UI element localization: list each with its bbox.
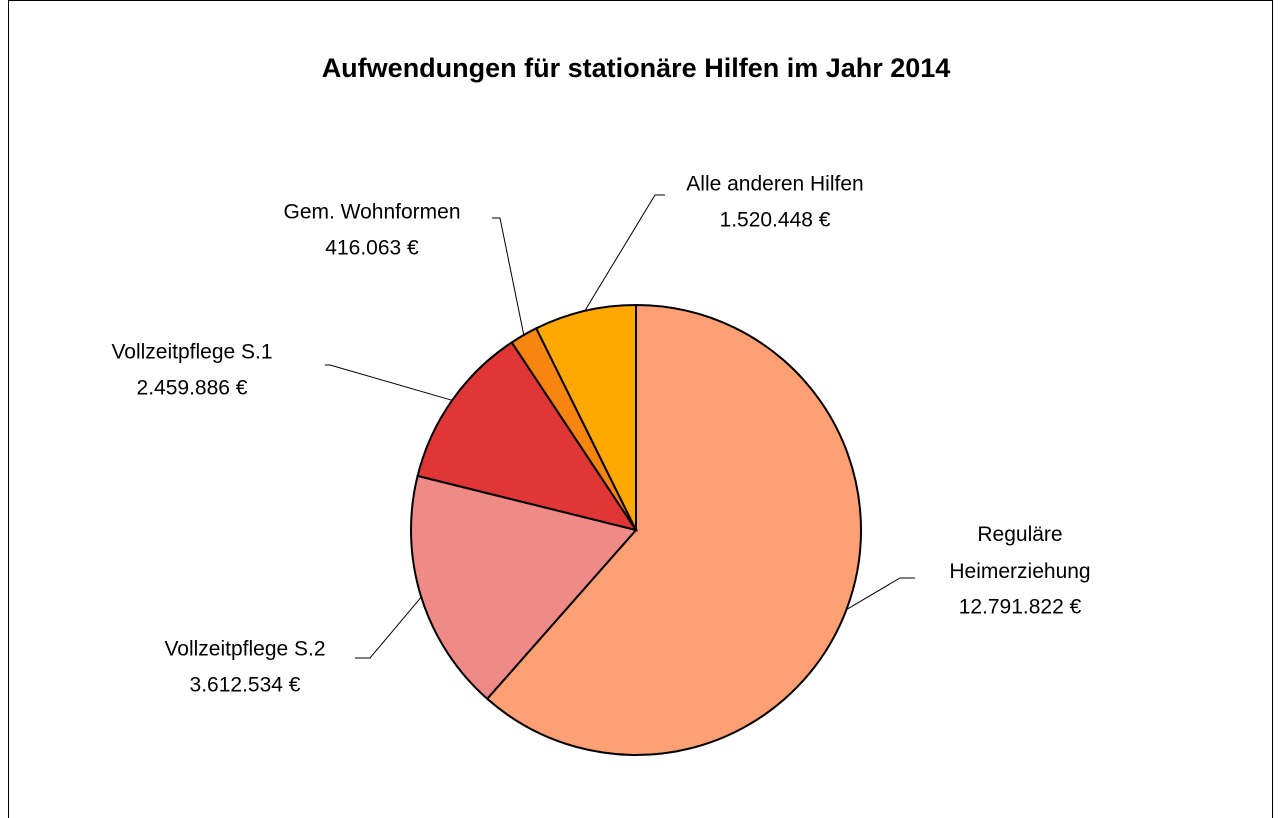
leader-line [846, 577, 915, 610]
chart-title: Aufwendungen für stationäre Hilfen im Ja… [322, 53, 951, 83]
value-label: 12.791.822 € [959, 596, 1082, 619]
slice-label: Vollzeitpflege S.2 [164, 638, 325, 661]
slice-label: Gem. Wohnformen [283, 201, 460, 224]
leader-line [355, 596, 422, 659]
leader-line [492, 217, 525, 336]
leader-line [584, 194, 665, 312]
pie-slice [534, 303, 637, 531]
value-label: 1.520.448 € [720, 209, 831, 232]
slice-label: Vollzeitpflege S.1 [111, 341, 272, 364]
value-label: 416.063 € [325, 237, 419, 260]
leader-line [325, 364, 453, 401]
value-label: 3.612.534 € [190, 674, 301, 697]
slice-label: Alle anderen Hilfen [686, 173, 863, 196]
value-label: 2.459.886 € [137, 377, 248, 400]
slice-label: Reguläre Heimerziehung [949, 523, 1090, 583]
